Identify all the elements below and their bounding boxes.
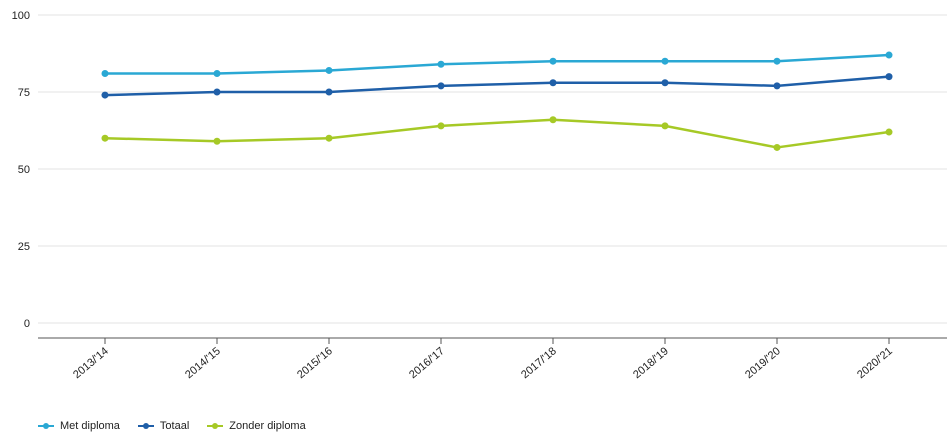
y-tick-label: 25 [18,241,30,253]
legend-label-zonder-diploma: Zonder diploma [229,420,306,432]
data-point [885,51,893,59]
data-point [101,134,109,142]
y-tick-label: 0 [24,318,30,330]
data-point [213,70,221,78]
x-tick-label: 2019/'20 [743,345,783,381]
series-zonder-diploma [101,116,893,151]
legend-label-totaal: Totaal [159,420,190,432]
data-point [661,122,669,130]
legend-dot [212,423,219,429]
legend-swatch-met-diploma-icon [38,421,54,431]
data-point [885,73,893,81]
legend-item-zonder-diploma[interactable]: Zonder diploma [207,420,306,432]
data-point [549,116,557,124]
legend: Met diploma Totaal Zonder diploma [38,420,306,432]
y-axis-tick-labels: 0 25 50 75 100 [12,10,30,330]
data-point [325,66,333,74]
x-axis-tick-labels: 2013/'14 2014/'15 2015/'16 2016/'17 2017/'18… [71,338,895,381]
legend-item-met-diploma[interactable]: Met diploma [38,420,120,432]
data-point [773,57,781,65]
series-line [105,53,890,75]
data-point [885,128,893,136]
x-tick-label: 2018/'19 [631,345,671,381]
data-point [549,79,557,87]
series-line [104,118,890,149]
legend-dot [142,423,149,429]
legend-dot [43,423,49,429]
data-point [325,134,333,142]
data-point [325,88,333,96]
data-point [437,60,445,68]
y-tick-label: 50 [18,164,30,176]
data-point [101,91,109,99]
legend-label-met-diploma: Met diploma [60,420,120,432]
y-tick-label: 100 [12,10,30,22]
x-tick-label: 2014/'15 [183,345,223,381]
data-point [101,70,109,78]
data-point [549,57,557,65]
legend-swatch-totaal-icon [137,421,154,431]
data-point [437,122,445,130]
series-lines [101,51,893,151]
legend-item-totaal[interactable]: Totaal [137,420,190,432]
data-point [437,82,445,90]
data-point [213,88,221,96]
y-tick-label: 75 [18,87,30,99]
series-totaal [101,73,893,99]
data-point [661,57,669,65]
x-tick-label: 2015/'16 [295,345,335,381]
x-tick-label: 2017/'18 [519,345,559,381]
series-line [104,75,890,97]
data-point [773,143,781,151]
data-point [661,79,669,87]
legend-swatch-zonder-diploma-icon [207,421,224,431]
data-point [773,82,781,90]
x-tick-label: 2020/'21 [855,345,895,381]
gridlines [38,14,947,324]
x-tick-label: 2016/'17 [407,345,447,381]
data-point [213,137,221,145]
series-met-diploma [101,51,893,78]
x-tick-label: 2013/'14 [71,345,111,381]
